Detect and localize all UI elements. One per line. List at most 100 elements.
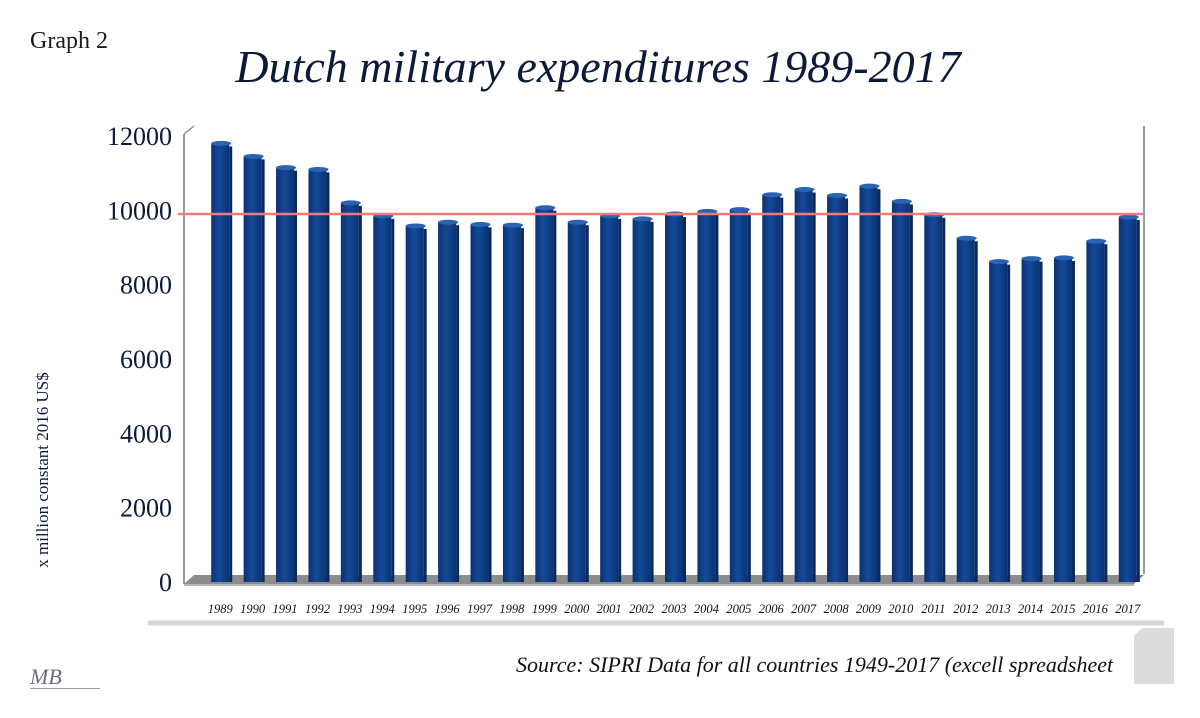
- bar-body: [859, 186, 878, 583]
- bar-1999: [535, 205, 557, 582]
- bar-side: [294, 170, 298, 582]
- bar-body: [924, 214, 943, 582]
- bar-cap: [470, 221, 491, 227]
- bar-body: [665, 214, 683, 583]
- bar-side: [391, 218, 395, 583]
- bar-body: [1086, 241, 1105, 582]
- bar-2010: [891, 198, 913, 582]
- bar-side: [909, 204, 913, 582]
- bar-2011: [924, 212, 946, 582]
- bar-cap: [956, 235, 977, 241]
- bar-body: [535, 207, 554, 582]
- bar-side: [812, 192, 816, 582]
- bar-2017: [1118, 214, 1140, 583]
- bar-side: [229, 146, 233, 582]
- bar-body: [827, 195, 846, 582]
- bar-cap: [1021, 256, 1042, 262]
- bar-side: [456, 225, 460, 582]
- bar-1996: [438, 219, 460, 582]
- x-tick-label: 1990: [240, 602, 266, 616]
- bar-cap: [211, 140, 232, 146]
- bar-cap: [1086, 238, 1107, 244]
- graph-label: Graph 2: [30, 28, 108, 54]
- bar-side: [423, 228, 427, 582]
- x-tick-label: 2004: [694, 602, 719, 616]
- bar-side: [942, 217, 946, 582]
- bar-2014: [1021, 256, 1043, 582]
- bar-2002: [632, 216, 654, 583]
- bar-side: [261, 159, 265, 583]
- bar-body: [502, 225, 521, 582]
- bar-2008: [827, 192, 849, 582]
- bar-body: [891, 201, 910, 582]
- bar-side: [553, 210, 557, 582]
- bar-2001: [600, 213, 622, 583]
- bar-body: [956, 238, 975, 583]
- bar-2005: [729, 207, 751, 582]
- bar-cap: [438, 219, 459, 225]
- plot-frame: [148, 125, 1164, 626]
- bar-cap: [891, 198, 912, 204]
- bar-body: [762, 194, 781, 582]
- bar-cap: [567, 219, 588, 225]
- bar-body: [243, 156, 262, 583]
- x-tick-label: 2007: [791, 602, 817, 616]
- bar-side: [1136, 220, 1140, 583]
- bar-body: [308, 169, 327, 582]
- y-tick-label: 12000: [107, 122, 172, 151]
- x-tick-label: 2013: [986, 602, 1011, 616]
- bar-side: [845, 198, 849, 582]
- corner-decoration: [1134, 628, 1174, 684]
- bar-body: [211, 143, 230, 582]
- bar-side: [1104, 244, 1108, 582]
- bar-body: [438, 222, 457, 582]
- x-tick-label: 2012: [953, 602, 978, 616]
- y-tick-label: 2000: [120, 494, 172, 523]
- x-tick-label: 1995: [402, 602, 427, 616]
- y-tick-label: 0: [159, 568, 172, 597]
- x-tick-label: 2006: [759, 602, 785, 616]
- bar-cap: [502, 222, 523, 228]
- bar-cap: [632, 216, 653, 222]
- x-tick-label: 2014: [1018, 602, 1043, 616]
- bar-2013: [989, 259, 1011, 582]
- bar-2016: [1086, 238, 1108, 582]
- bar-body: [567, 222, 586, 582]
- bar-side: [488, 227, 492, 582]
- source-note: Source: SIPRI Data for all countries 194…: [516, 652, 1114, 677]
- x-tick-label: 1999: [532, 602, 558, 616]
- bar-cap: [989, 259, 1010, 265]
- bar-cap: [729, 207, 750, 213]
- x-tick-label: 1993: [337, 602, 362, 616]
- bar-2006: [762, 192, 784, 582]
- y-tick-label: 4000: [120, 419, 172, 448]
- bar-cap: [794, 187, 815, 193]
- bar-1995: [405, 223, 427, 582]
- bar-body: [1118, 217, 1137, 583]
- bar-2003: [665, 211, 686, 583]
- bar-side: [747, 212, 751, 582]
- bar-side: [715, 214, 719, 582]
- x-tick-label: 2008: [824, 602, 850, 616]
- bar-1997: [470, 221, 492, 582]
- y-axis-label: x million constant 2016 US$: [33, 372, 52, 568]
- bar-body: [276, 167, 295, 582]
- bar-cap: [697, 208, 718, 214]
- bar-side: [585, 225, 589, 582]
- bar-side: [974, 241, 978, 583]
- bar-cap: [243, 153, 264, 159]
- bar-side: [358, 205, 362, 582]
- x-tick-label: 2005: [726, 602, 751, 616]
- bar-2000: [567, 219, 589, 582]
- author-signature: MB: [30, 664, 62, 689]
- y-tick-label: 6000: [120, 345, 172, 374]
- bar-1993: [340, 200, 362, 582]
- bar-side: [520, 228, 524, 582]
- y-axis-ticks: 0 2000 4000 6000 8000 10000 12000: [107, 122, 172, 597]
- bar-2009: [859, 183, 881, 583]
- bar-side: [650, 221, 654, 583]
- bar-body: [989, 261, 1008, 582]
- bar-body: [373, 215, 392, 583]
- bar-side: [618, 218, 622, 583]
